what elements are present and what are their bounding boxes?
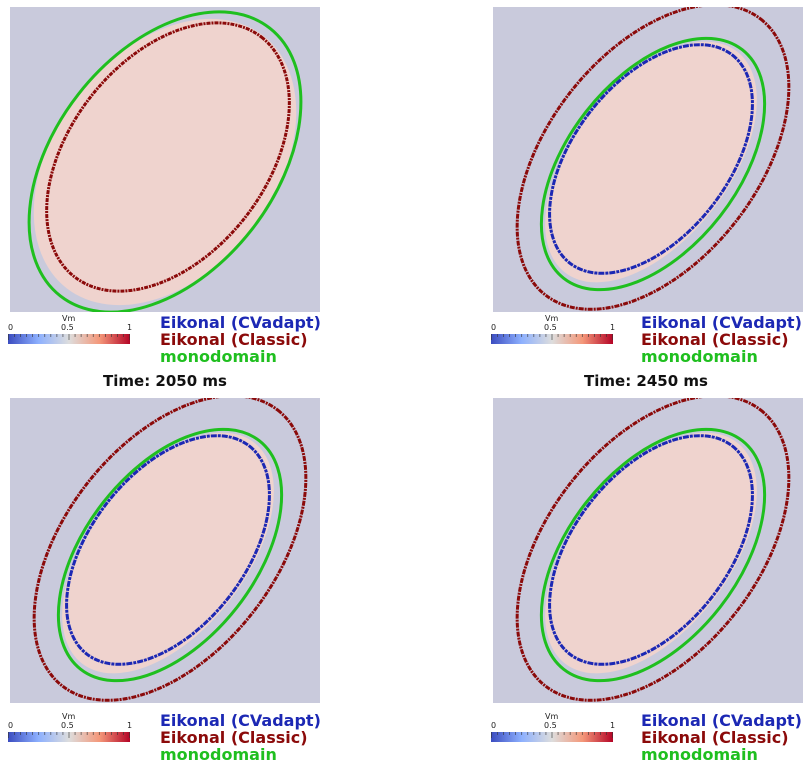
colorbar-title: Vm (545, 712, 559, 721)
classic-contour (515, 7, 791, 311)
colorbar-tick-0: 0 (491, 721, 497, 730)
legend-classic: Eikonal (Classic) (641, 728, 789, 747)
legend-monodomain: monodomain (160, 347, 277, 366)
cvadapt-contour (548, 43, 754, 275)
legend-cvadapt: Eikonal (CVadapt) (160, 711, 321, 730)
colorbar: Vm 0 0.5 1 (8, 314, 138, 354)
legend: Eikonal (CVadapt) Eikonal (Classic) mono… (160, 712, 321, 763)
colorbar-tick-1: 1 (610, 721, 616, 730)
cvadapt-contour (548, 434, 754, 666)
vm-plot (493, 7, 803, 312)
legend: Eikonal (CVadapt) Eikonal (Classic) mono… (641, 712, 802, 763)
tissue-region (545, 41, 757, 283)
colorbar-minor-ticks (491, 732, 613, 738)
colorbar-tick-mid: 0.5 (61, 721, 74, 730)
legend-classic: Eikonal (Classic) (160, 728, 308, 747)
colorbar-tick-mid: 0.5 (544, 323, 557, 332)
classic-contour (45, 21, 291, 293)
colorbar-tick-0: 0 (491, 323, 497, 332)
vm-plot (10, 398, 320, 703)
vm-plot (10, 7, 320, 312)
legend-classic: Eikonal (Classic) (641, 330, 789, 349)
colorbar-title: Vm (545, 314, 559, 323)
tissue-region (62, 432, 274, 674)
monodomain-contour (56, 427, 284, 683)
cvadapt-contour (65, 434, 271, 666)
colorbar-minor-ticks (8, 334, 130, 340)
colorbar-tick-mid: 0.5 (61, 323, 74, 332)
colorbar-minor-ticks (8, 732, 130, 738)
colorbar-title: Vm (62, 712, 76, 721)
legend: Eikonal (CVadapt) Eikonal (Classic) mono… (641, 314, 802, 365)
classic-contour (515, 398, 791, 702)
legend-cvadapt: Eikonal (CVadapt) (160, 313, 321, 332)
legend-monodomain: monodomain (160, 745, 277, 764)
colorbar-title: Vm (62, 314, 76, 323)
colorbar-tick-1: 1 (127, 323, 133, 332)
legend-monodomain: monodomain (641, 347, 758, 366)
legend-monodomain: monodomain (641, 745, 758, 764)
vm-plot (493, 398, 803, 703)
monodomain-contour (27, 10, 303, 312)
colorbar-tick-mid: 0.5 (544, 721, 557, 730)
colorbar: Vm 0 0.5 1 (8, 712, 138, 752)
colorbar: Vm 0 0.5 1 (491, 712, 621, 752)
colorbar-tick-0: 0 (8, 323, 14, 332)
colorbar-tick-0: 0 (8, 721, 14, 730)
classic-contour (32, 398, 308, 702)
colorbar: Vm 0 0.5 1 (491, 314, 621, 354)
legend-classic: Eikonal (Classic) (160, 330, 308, 349)
monodomain-contour (539, 36, 767, 292)
time-label: Time: 2050 ms (103, 372, 227, 390)
colorbar-tick-1: 1 (127, 721, 133, 730)
time-label: Time: 2450 ms (584, 372, 708, 390)
monodomain-contour (539, 427, 767, 683)
tissue-region (545, 432, 757, 674)
legend-cvadapt: Eikonal (CVadapt) (641, 711, 802, 730)
colorbar-minor-ticks (491, 334, 613, 340)
legend-cvadapt: Eikonal (CVadapt) (641, 313, 802, 332)
legend: Eikonal (CVadapt) Eikonal (Classic) mono… (160, 314, 321, 365)
tissue-region (33, 18, 297, 306)
colorbar-tick-1: 1 (610, 323, 616, 332)
